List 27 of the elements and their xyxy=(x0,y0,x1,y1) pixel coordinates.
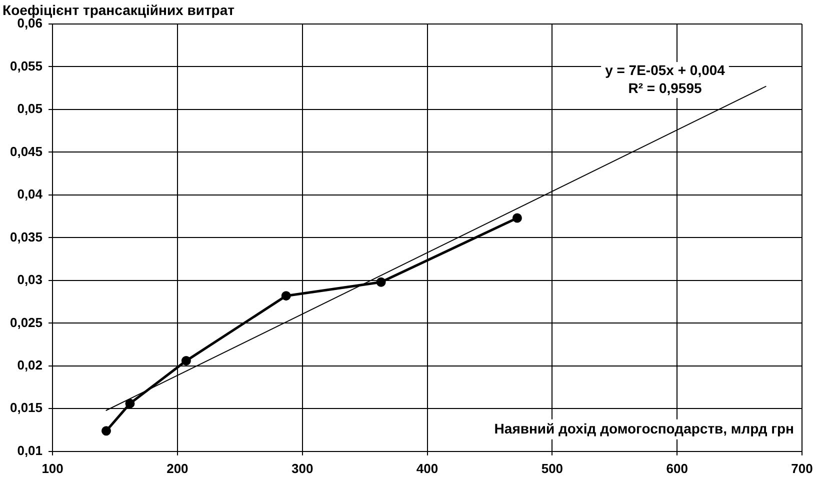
x-tick-label: 500 xyxy=(541,460,564,476)
x-tick-label: 300 xyxy=(292,460,314,476)
y-tick-label: 0,055 xyxy=(10,58,43,74)
point xyxy=(512,213,522,223)
y-tick-label: 0,02 xyxy=(17,358,43,372)
point xyxy=(376,277,386,287)
point xyxy=(125,398,135,408)
y-tick-label: 0,03 xyxy=(17,272,43,288)
point xyxy=(181,356,191,366)
y-axis-title: Коефіцієнт трансакційних витрат xyxy=(2,2,235,18)
y-tick-label: 0,015 xyxy=(10,400,43,416)
x-tick-label: 700 xyxy=(791,460,813,476)
y-tick-label: 0,035 xyxy=(10,229,43,244)
point xyxy=(281,291,291,301)
x-tick-label: 400 xyxy=(416,460,438,476)
y-tick-label: 0,01 xyxy=(17,442,43,458)
y-tick-label: 0,05 xyxy=(17,101,43,116)
x-tick-label: 100 xyxy=(42,460,64,476)
x-tick-label: 200 xyxy=(166,460,188,476)
x-axis-title: Наявний дохід домогосподарств, млрд грн xyxy=(494,420,794,436)
y-tick-label: 0,045 xyxy=(10,144,43,159)
point xyxy=(101,426,111,436)
annotation: y = 7E-05x + 0,004 xyxy=(605,62,726,78)
x-tick-label: 600 xyxy=(666,460,688,476)
y-tick-label: 0,025 xyxy=(10,314,43,330)
y-tick-label: 0,04 xyxy=(17,186,44,202)
annotation: R² = 0,9595 xyxy=(628,80,702,96)
